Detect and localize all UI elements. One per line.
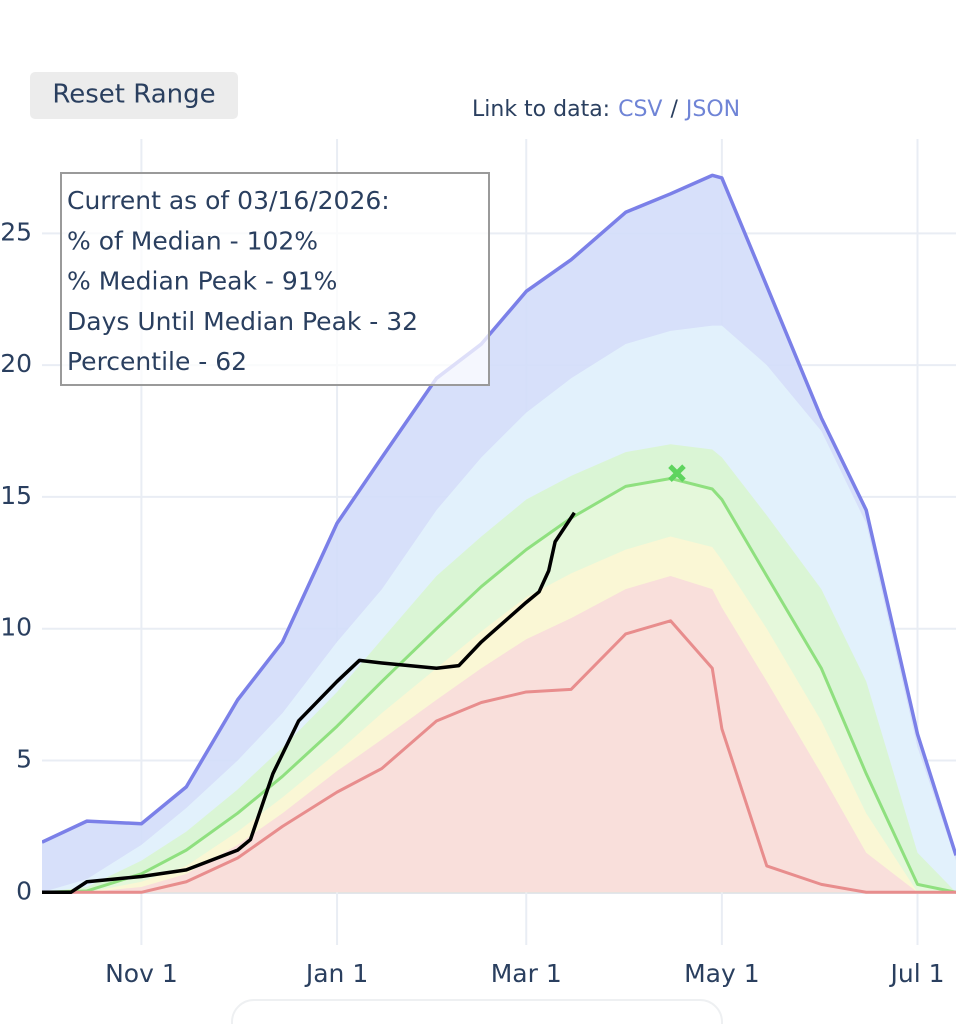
x-tick-label: Jul 1 — [889, 959, 945, 988]
y-tick-label: 0 — [16, 876, 32, 905]
annotation-line: % Median Peak - 91% — [67, 267, 337, 296]
y-tick-label: 20 — [0, 349, 32, 378]
series-line — [42, 476, 956, 894]
median-peak-marker — [668, 464, 686, 482]
band-area — [42, 575, 956, 893]
annotation-line: Days Until Median Peak - 32 — [67, 307, 418, 336]
x-tick-label: Jan 1 — [304, 959, 368, 988]
x-tick-label: May 1 — [684, 959, 760, 988]
annotation-line: Percentile - 62 — [67, 347, 247, 376]
x-tick-label: Mar 1 — [491, 959, 562, 988]
reset-button[interactable] — [30, 72, 238, 119]
csv-link[interactable]: CSV — [618, 97, 662, 122]
data-link: Link to data: CSV / JSON — [472, 97, 740, 122]
annotation: Current as of 03/16/2026: % of Median - 1… — [67, 186, 418, 376]
y-tick-label: 10 — [0, 613, 32, 642]
y-tick-label: 25 — [0, 217, 32, 246]
x-tick-label: Nov 1 — [105, 959, 178, 988]
y-tick-label: 15 — [0, 481, 32, 510]
series-line — [42, 511, 576, 895]
annotation-line: % of Median - 102% — [67, 226, 318, 255]
series-line — [42, 173, 956, 856]
json-link[interactable]: JSON — [684, 97, 740, 122]
bottom-bar — [231, 999, 723, 1024]
series-line — [42, 619, 956, 894]
y-tick-label: 5 — [16, 744, 32, 773]
annotation-line: Current as of 03/16/2026: — [67, 186, 390, 215]
axis-labels: 0 5 10 15 20 25 Nov 1 Jan 1 Mar 1 May 1 Jul 1 — [0, 217, 944, 988]
reset-button-label[interactable]: Reset Range — [52, 80, 215, 110]
annotation-box — [60, 172, 490, 386]
plot-area — [42, 173, 956, 895]
link-separator: / — [670, 97, 678, 122]
data-link-label: Link to data: — [472, 97, 610, 122]
